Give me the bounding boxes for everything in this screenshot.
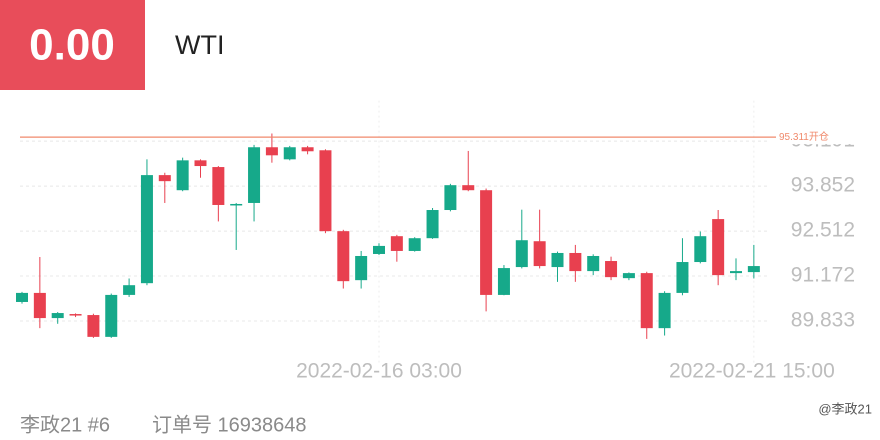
plot: 89.83391.17292.51293.85295.1912022-02-16… <box>16 100 857 383</box>
candle-body <box>497 268 510 295</box>
y-tick-label: 92.512 <box>791 219 855 242</box>
candle-body <box>301 147 314 152</box>
symbol: WTI <box>175 30 224 60</box>
candle-body <box>158 175 171 182</box>
candle-body <box>230 203 243 206</box>
candle-body <box>408 238 421 251</box>
candle-body <box>212 167 225 205</box>
candle-body <box>551 252 564 268</box>
candle-body <box>426 210 439 239</box>
candle-body <box>51 313 64 319</box>
candle-body <box>587 255 600 272</box>
candle-body <box>462 185 475 191</box>
candle-body <box>747 266 760 273</box>
candle-body <box>658 292 671 329</box>
candle-body <box>87 315 100 337</box>
candle-body <box>33 292 46 319</box>
candle-body <box>605 261 618 278</box>
candle-body <box>480 190 493 295</box>
candle-body <box>515 240 528 268</box>
candle-body <box>730 271 742 274</box>
candle-body <box>694 236 707 263</box>
candle-body <box>569 252 582 272</box>
candle-body <box>676 262 689 293</box>
candle-body <box>16 292 28 302</box>
candle-body <box>533 241 546 267</box>
candle-body <box>319 150 332 232</box>
candle-body <box>265 147 278 156</box>
candle-body <box>622 273 635 279</box>
badge-value: 0.00 <box>29 21 115 70</box>
badge-box <box>0 0 145 90</box>
y-tick-label: 91.172 <box>791 264 855 287</box>
reference-label-bg <box>777 130 857 145</box>
candle-body <box>283 147 296 160</box>
watermark: @李政21 <box>818 401 872 416</box>
y-tick-label: 89.833 <box>791 309 855 332</box>
candle-body <box>194 160 207 167</box>
account: 李政21 #6 <box>20 413 110 436</box>
candle-body <box>69 314 82 316</box>
candle-body <box>640 273 653 329</box>
x-tick-label: 2022-02-16 03:00 <box>296 360 462 383</box>
reference-label: 95.311开仓 <box>779 130 829 143</box>
candle-body <box>248 147 261 203</box>
candle-body <box>123 285 136 295</box>
candle-body <box>176 160 189 191</box>
candle-body <box>712 219 725 276</box>
y-tick-label: 93.852 <box>791 174 855 197</box>
candle-body <box>140 175 153 284</box>
candle-body <box>355 255 368 281</box>
order-number: 订单号 16938648 <box>152 413 307 436</box>
candle-body <box>337 231 350 282</box>
candle-body <box>373 245 385 254</box>
x-tick-label: 2022-02-21 15:00 <box>669 360 835 383</box>
candle-body <box>444 185 457 211</box>
candle-body <box>390 236 403 251</box>
candle-body <box>105 294 118 337</box>
